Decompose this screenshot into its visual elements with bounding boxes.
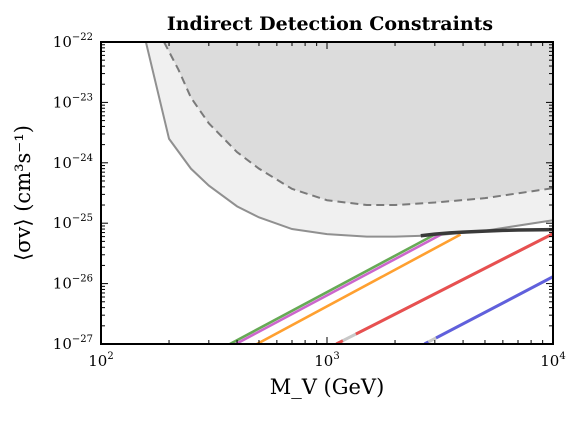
series-line-4 — [335, 232, 553, 344]
y-tick-label: 10−24 — [53, 153, 93, 172]
plot-frame — [100, 41, 554, 345]
y-tick-label: 10−26 — [53, 274, 93, 293]
series-line-5 — [423, 275, 553, 344]
series-line-1 — [229, 233, 436, 344]
x-axis-title: M_V (GeV) — [270, 375, 385, 399]
region-fill-2 — [164, 42, 553, 206]
y-tick-label: 10−25 — [53, 213, 93, 232]
y-axis-title: ⟨σv⟩ (cm³s⁻¹) — [11, 125, 35, 261]
tick-labels: 102 103 104 10−27 10−26 10−25 10−24 10−23 10−22 — [53, 32, 566, 370]
y-tick-label: 10−27 — [53, 334, 93, 353]
y-tick-label: 10−23 — [53, 92, 93, 111]
series-line-3 — [256, 233, 462, 344]
plot-area — [144, 42, 553, 344]
x-tick-label: 102 — [88, 351, 113, 370]
exclusion-regions — [144, 42, 553, 238]
x-tick-label: 104 — [540, 351, 565, 370]
x-tick-label: 103 — [314, 351, 339, 370]
region-edge-2 — [163, 42, 553, 207]
series-line-6 — [420, 227, 553, 238]
y-tick-label: 10−22 — [53, 32, 93, 51]
series-lines — [229, 227, 553, 344]
chart-title: Indirect Detection Constraints — [167, 13, 493, 35]
series-line-2 — [235, 233, 442, 344]
